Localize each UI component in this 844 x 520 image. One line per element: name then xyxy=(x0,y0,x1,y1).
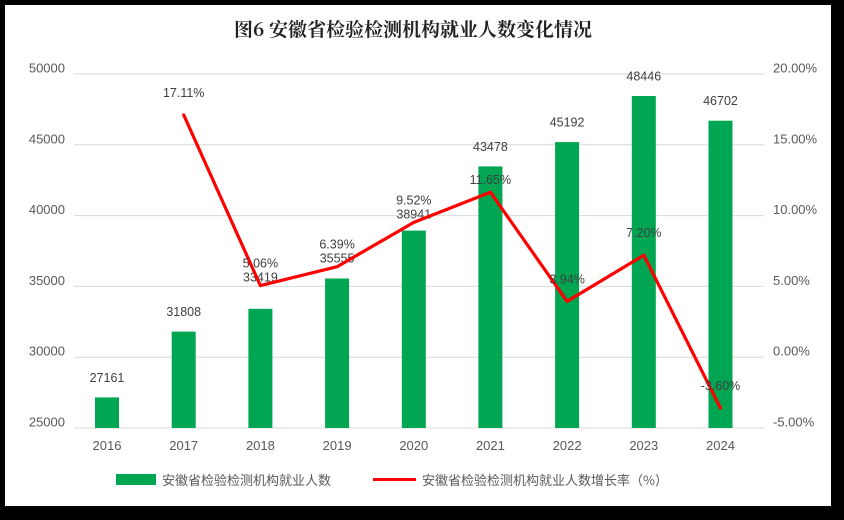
svg-text:35000: 35000 xyxy=(29,273,65,288)
svg-text:10.00%: 10.00% xyxy=(773,202,818,217)
svg-text:2022: 2022 xyxy=(553,438,582,453)
svg-text:2016: 2016 xyxy=(93,438,122,453)
svg-text:25000: 25000 xyxy=(29,415,65,430)
svg-text:0.00%: 0.00% xyxy=(773,344,810,359)
svg-text:7.20%: 7.20% xyxy=(626,226,661,240)
svg-text:2020: 2020 xyxy=(399,438,428,453)
svg-text:2019: 2019 xyxy=(323,438,352,453)
svg-text:40000: 40000 xyxy=(29,202,65,217)
svg-text:20.00%: 20.00% xyxy=(773,61,818,76)
svg-text:45000: 45000 xyxy=(29,131,65,146)
svg-text:31808: 31808 xyxy=(166,305,201,319)
svg-text:-3.60%: -3.60% xyxy=(701,379,741,393)
svg-text:5.00%: 5.00% xyxy=(773,273,810,288)
svg-text:9.52%: 9.52% xyxy=(396,193,431,207)
svg-text:3.94%: 3.94% xyxy=(549,272,584,286)
svg-text:17.11%: 17.11% xyxy=(163,86,204,100)
svg-text:50000: 50000 xyxy=(29,61,65,76)
svg-text:48446: 48446 xyxy=(626,70,661,84)
svg-text:15.00%: 15.00% xyxy=(773,131,818,146)
svg-text:5.06%: 5.06% xyxy=(243,257,278,271)
svg-text:-5.00%: -5.00% xyxy=(773,415,815,430)
svg-text:11.65%: 11.65% xyxy=(470,173,511,187)
svg-text:30000: 30000 xyxy=(29,344,65,359)
svg-text:2017: 2017 xyxy=(169,438,198,453)
svg-text:46702: 46702 xyxy=(703,94,738,108)
svg-text:2021: 2021 xyxy=(476,438,505,453)
svg-text:6.39%: 6.39% xyxy=(319,238,354,252)
svg-text:45192: 45192 xyxy=(550,116,585,130)
svg-text:2024: 2024 xyxy=(706,438,735,453)
svg-text:27161: 27161 xyxy=(90,371,125,385)
svg-text:2018: 2018 xyxy=(246,438,275,453)
svg-text:43478: 43478 xyxy=(473,140,508,154)
svg-text:2023: 2023 xyxy=(629,438,658,453)
